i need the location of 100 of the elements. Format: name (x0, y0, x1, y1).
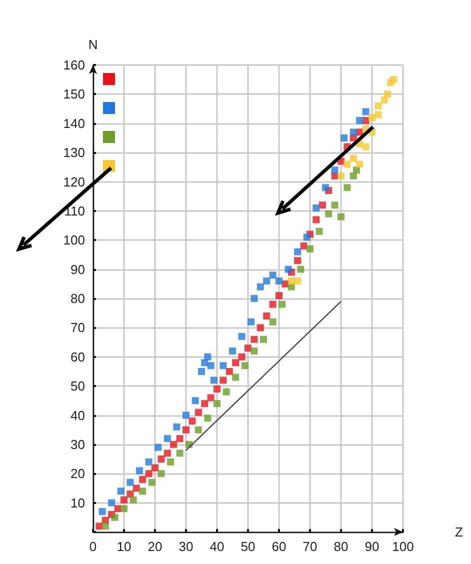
point (303, 234, 310, 241)
point (374, 111, 382, 118)
point (126, 478, 134, 486)
point (318, 202, 326, 209)
point (232, 374, 240, 381)
point (194, 408, 202, 416)
point (248, 318, 255, 326)
y-tick-label: 120 (63, 174, 85, 190)
point (173, 423, 180, 430)
point (188, 418, 196, 425)
point (269, 300, 276, 308)
point (145, 458, 152, 466)
point (232, 359, 240, 366)
point (207, 362, 214, 370)
point (192, 397, 199, 404)
point (210, 376, 218, 384)
point (294, 277, 302, 284)
point (164, 435, 171, 442)
point (120, 505, 128, 512)
point (256, 324, 264, 332)
x-axis-title: Z (455, 524, 463, 540)
x-tick-label: 60 (272, 539, 286, 554)
point (229, 348, 236, 355)
point (222, 388, 230, 396)
point (132, 484, 140, 492)
point (139, 476, 146, 483)
y-tick-label: 60 (70, 349, 85, 364)
point (269, 272, 276, 279)
point (152, 464, 158, 472)
y-tick-label: 70 (70, 320, 85, 336)
point (148, 478, 156, 486)
point (316, 228, 323, 235)
x-tick-label: 70 (302, 539, 318, 554)
x-tick-label: 100 (392, 539, 414, 554)
point (250, 336, 258, 343)
x-tick-label: 30 (178, 539, 194, 554)
x-tick-label: 20 (148, 539, 162, 554)
x-tick-label: 10 (116, 539, 132, 554)
y-tick-label: 140 (63, 116, 85, 131)
x-tick-label: 50 (240, 539, 256, 554)
point (344, 160, 351, 168)
y-tick-label: 130 (63, 145, 85, 160)
y-tick-label: 20 (70, 466, 85, 482)
point (214, 400, 220, 408)
y-tick-label: 150 (63, 86, 85, 102)
point (214, 385, 220, 392)
point (198, 368, 205, 375)
y-tick-label: 40 (70, 408, 85, 423)
point (276, 292, 282, 300)
point (117, 488, 124, 495)
point (353, 166, 360, 174)
point (322, 184, 329, 192)
point (164, 450, 171, 457)
point (325, 210, 332, 218)
point (158, 456, 165, 463)
point (284, 266, 292, 273)
point (241, 362, 248, 370)
x-tick-label: 0 (89, 539, 97, 554)
point (331, 202, 338, 209)
point (96, 522, 103, 530)
y-tick-label: 10 (70, 495, 85, 510)
point (390, 76, 398, 84)
point (260, 336, 267, 343)
point (145, 470, 152, 478)
point (170, 440, 178, 448)
point (276, 277, 282, 284)
point (350, 172, 357, 180)
point (204, 353, 212, 360)
point (220, 362, 227, 370)
point (126, 490, 134, 498)
x-tick-label: 40 (210, 539, 224, 554)
point (368, 114, 376, 122)
point (297, 266, 304, 273)
point (250, 295, 258, 302)
point (312, 204, 320, 212)
point (167, 458, 174, 466)
point (263, 277, 270, 284)
point (238, 332, 246, 340)
point (300, 242, 308, 250)
point (374, 102, 382, 110)
point (244, 344, 252, 352)
x-tick-label: 80 (334, 539, 348, 554)
point (194, 426, 202, 434)
point (111, 514, 118, 521)
point (108, 499, 116, 506)
point (350, 128, 357, 136)
y-tick-label: 90 (70, 262, 85, 277)
y-axis-title: N (88, 37, 98, 52)
point (250, 348, 258, 355)
point (256, 283, 264, 290)
point (220, 376, 227, 384)
point (294, 248, 302, 256)
point (139, 488, 146, 495)
point (338, 172, 344, 180)
point (154, 444, 162, 451)
point (356, 116, 364, 124)
point (158, 470, 165, 478)
x-tick-label: 90 (364, 539, 380, 554)
point (98, 508, 106, 516)
point (176, 435, 184, 442)
